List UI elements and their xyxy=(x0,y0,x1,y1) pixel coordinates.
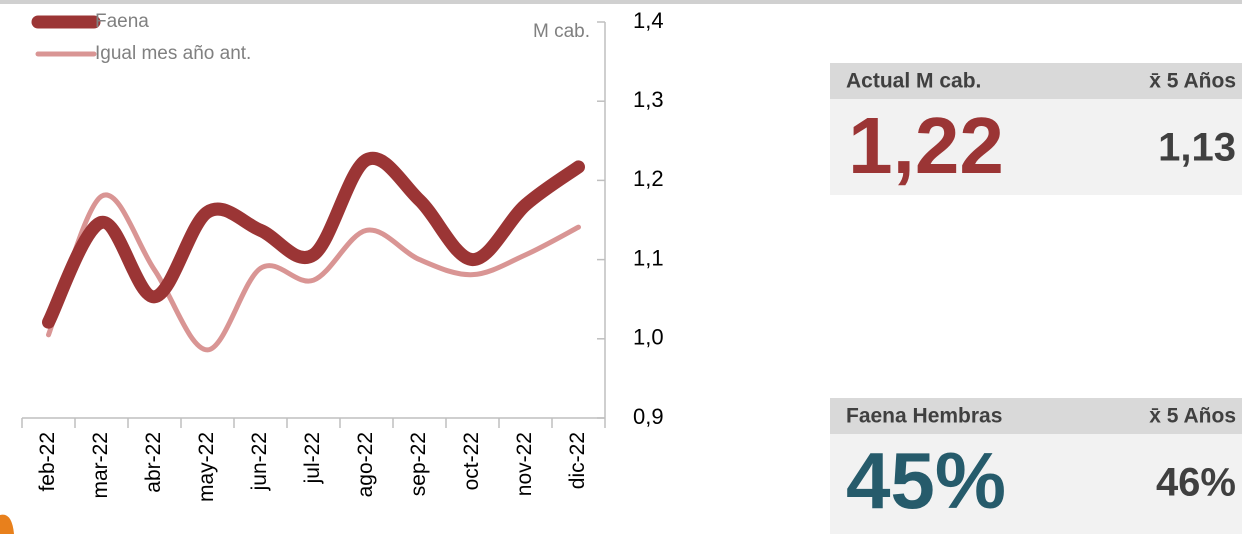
x-tick-label: feb-22 xyxy=(36,432,59,492)
x-tick-label: may-22 xyxy=(195,432,218,502)
panel-header-bg xyxy=(830,398,1242,434)
y-tick-label: 1,0 xyxy=(633,325,664,350)
top-bar xyxy=(0,0,1242,4)
x-tick-label: jul-22 xyxy=(301,432,324,484)
x-tick-label: ago-22 xyxy=(354,432,377,497)
x-tick-label: mar-22 xyxy=(89,432,112,499)
x-tick-label: dic-22 xyxy=(566,432,589,489)
y-tick-label: 1,2 xyxy=(633,166,664,191)
x-tick-label: oct-22 xyxy=(460,432,483,490)
legend-label: Faena xyxy=(95,11,149,32)
y-tick-label: 1,3 xyxy=(633,87,664,112)
x-tick-label: nov-22 xyxy=(513,432,536,496)
panel-avg-header: x̄ 5 Años xyxy=(1149,70,1236,93)
panel-avg: 1,13 xyxy=(1158,126,1236,170)
panel-value: 1,22 xyxy=(848,101,1004,190)
x-tick-label: sep-22 xyxy=(407,432,430,496)
y-tick-label: 1,4 xyxy=(633,8,664,33)
panel-avg-header: x̄ 5 Años xyxy=(1149,405,1236,428)
y-axis-label: M cab. xyxy=(533,21,590,42)
x-tick-label: abr-22 xyxy=(142,432,165,493)
x-tick-label: jun-22 xyxy=(248,432,271,491)
panel-body-bg xyxy=(830,434,1242,534)
panel-header-bg xyxy=(830,63,1242,99)
panel-avg: 46% xyxy=(1156,461,1236,505)
line-series xyxy=(46,192,581,353)
y-tick-label: 1,1 xyxy=(633,245,664,270)
corner-logo xyxy=(0,514,14,534)
y-tick-label: 0,9 xyxy=(633,404,664,429)
panel-header: Actual M cab. xyxy=(846,70,981,93)
line-series xyxy=(42,151,585,329)
panel-body-bg xyxy=(830,99,1242,195)
legend-label: Igual mes año ant. xyxy=(95,43,251,64)
panel-header: Faena Hembras xyxy=(846,405,1002,428)
panel-value: 45% xyxy=(846,436,1006,525)
